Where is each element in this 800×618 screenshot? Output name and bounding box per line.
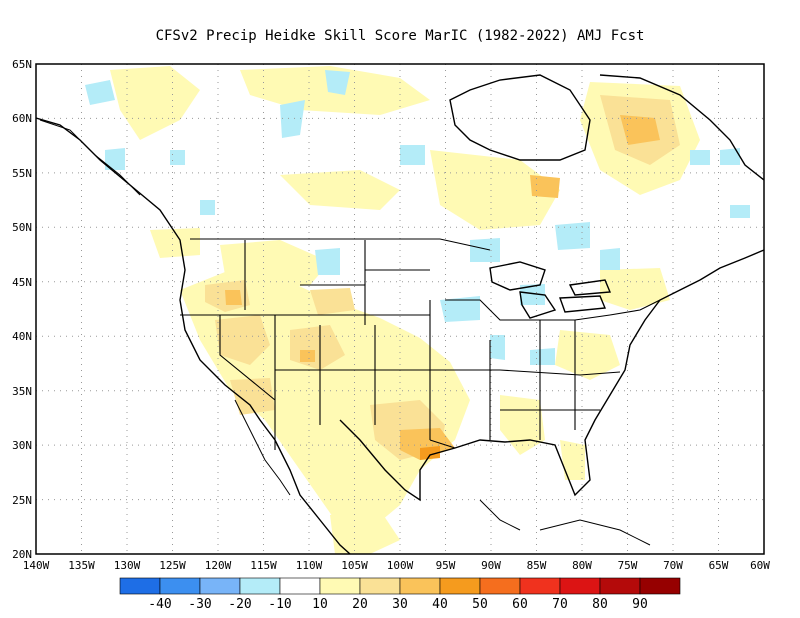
map-title: CFSv2 Precip Heidke Skill Score MarIC (1… — [155, 28, 645, 44]
lon-label: 110W — [296, 559, 323, 572]
lat-label: 60N — [12, 112, 32, 125]
colorbar-swatch — [199, 577, 241, 595]
lat-label: 25N — [12, 494, 32, 507]
colorbar-swatch — [159, 577, 201, 595]
lon-label: 100W — [387, 559, 414, 572]
lat-label: 30N — [12, 439, 32, 452]
lat-label: 40N — [12, 330, 32, 343]
lon-label: 85W — [527, 559, 547, 572]
lon-label: 115W — [250, 559, 277, 572]
skill-shading — [85, 66, 750, 554]
colorbar-swatch — [439, 577, 481, 595]
colorbar-label: 30 — [392, 597, 408, 612]
colorbar-label: 90 — [632, 597, 648, 612]
colorbar-swatch — [119, 577, 161, 595]
lat-label: 50N — [12, 221, 32, 234]
colorbar-label: 50 — [472, 597, 488, 612]
lat-label: 20N — [12, 548, 32, 561]
colorbar-label: 80 — [592, 597, 608, 612]
lon-label: 140W — [23, 559, 50, 572]
lon-label: 65W — [709, 559, 729, 572]
colorbar-swatch — [239, 577, 281, 595]
colorbar-label: -30 — [188, 597, 211, 612]
colorbar-label: 40 — [432, 597, 448, 612]
colorbar-label: -20 — [228, 597, 251, 612]
colorbar-label: -40 — [148, 597, 171, 612]
colorbar-swatch — [359, 577, 401, 595]
colorbar-swatch — [639, 577, 681, 595]
colorbar-label: 70 — [552, 597, 568, 612]
colorbar-swatch — [319, 577, 361, 595]
lon-label: 75W — [618, 559, 638, 572]
lon-label: 70W — [663, 559, 683, 572]
colorbar-swatches — [119, 577, 681, 595]
colorbar-swatch — [559, 577, 601, 595]
lon-label: 135W — [68, 559, 95, 572]
colorbar-label: 60 — [512, 597, 528, 612]
lon-label: 130W — [114, 559, 141, 572]
lon-label: 95W — [436, 559, 456, 572]
lon-label: 120W — [205, 559, 232, 572]
lon-axis: 140W 135W 130W 125W 120W 115W 110W 105W … — [23, 559, 771, 572]
lon-label: 90W — [481, 559, 501, 572]
lon-label: 125W — [159, 559, 186, 572]
grid-lines — [36, 64, 764, 554]
colorbar-swatch — [279, 577, 321, 595]
lon-label: 80W — [572, 559, 592, 572]
lon-label: 60W — [750, 559, 770, 572]
lat-label: 45N — [12, 276, 32, 289]
colorbar-swatch — [479, 577, 521, 595]
colorbar-swatch — [399, 577, 441, 595]
map-panel — [35, 63, 765, 555]
lat-label: 35N — [12, 385, 32, 398]
colorbar-label: -10 — [268, 597, 291, 612]
map-frame — [35, 63, 765, 555]
colorbar-label: 10 — [312, 597, 328, 612]
colorbar-swatch — [519, 577, 561, 595]
lon-label: 105W — [341, 559, 368, 572]
lat-label: 65N — [12, 58, 32, 71]
lat-axis: 65N 60N 55N 50N 45N 40N 35N 30N 25N 20N — [12, 58, 32, 561]
colorbar: -40 -30 -20 -10 10 20 30 40 50 60 70 80 … — [119, 577, 681, 612]
state-boundaries — [180, 238, 661, 450]
lat-label: 55N — [12, 167, 32, 180]
coastlines-borders — [36, 74, 764, 554]
colorbar-label: 20 — [352, 597, 368, 612]
colorbar-swatch — [599, 577, 641, 595]
